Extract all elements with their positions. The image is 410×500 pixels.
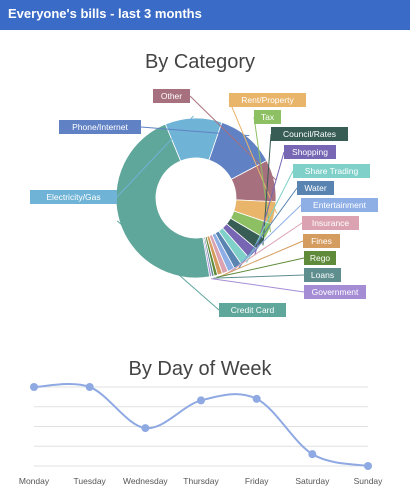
slice-credit-card [115,123,211,279]
leader-line-tax [253,116,272,233]
leader-line-insurance [225,222,303,275]
label-other: Other [161,91,182,101]
label-rent-property: Rent/Property [241,95,294,105]
point-saturday [308,450,317,459]
label-loans: Loans [311,270,334,280]
label-box-electricity-gas [30,190,117,204]
label-box-government [304,285,366,299]
label-share-trading: Share Trading [305,166,359,176]
label-fines: Fines [311,236,332,246]
label-box-loans [304,268,341,282]
point-thursday [197,396,205,405]
label-phone-internet: Phone/Internet [72,122,128,132]
leader-line-entertainment [231,204,302,272]
line-title: By Day of Week [128,358,272,380]
label-box-council-rates [271,127,348,141]
leader-line-phone-internet [140,126,250,137]
label-government: Government [312,287,359,297]
tick-monday: Monday [19,476,50,486]
label-box-credit-card [219,303,286,317]
label-water: Water [304,183,327,193]
label-box-insurance [302,216,359,230]
label-entertainment: Entertainment [313,200,367,210]
leader-line-fines [220,240,304,277]
point-sunday [364,462,372,470]
label-box-other [153,89,190,103]
leader-line-loans [213,274,305,279]
tick-saturday: Saturday [295,476,330,486]
tick-sunday: Sunday [354,476,384,486]
leader-line-water [238,187,298,269]
label-insurance: Insurance [312,218,350,228]
day-of-week-line-chart: By Day of Week Monday Tuesday Wednesday Thu… [19,358,384,486]
label-box-rego [304,251,336,265]
leader-line-rego [216,257,305,278]
label-box-phone-internet [59,120,141,134]
leader-line-other [189,95,277,181]
label-box-share-trading [293,164,370,178]
category-donut-chart: By Category Credit Card Electricity/Gas Ph… [30,51,378,317]
point-monday [30,383,38,391]
point-friday [252,394,261,403]
header-bar: Everyone's bills - last 3 months [0,0,410,30]
label-credit-card: Credit Card [231,305,275,315]
tick-tuesday: Tuesday [74,476,107,486]
tick-friday: Friday [245,476,269,486]
label-box-water [297,181,334,195]
tick-thursday: Thursday [183,476,219,486]
label-box-rent-property [229,93,306,107]
leader-line-government [211,278,305,293]
page-title: Everyone's bills - last 3 months [8,6,202,21]
label-box-shopping [284,145,336,159]
label-rego: Rego [310,253,331,263]
tick-wednesday: Wednesday [123,476,168,486]
point-tuesday [85,383,94,391]
label-box-fines [303,234,340,248]
label-box-tax [254,110,281,124]
series-line [33,382,369,467]
label-tax: Tax [261,112,275,122]
leader-line-rent-property [228,99,278,214]
leader-line-shopping [254,151,285,256]
label-council-rates: Council/Rates [283,129,336,139]
slice-government [202,236,213,278]
label-shopping: Shopping [292,147,328,157]
point-wednesday [141,424,150,433]
label-electricity-gas: Electricity/Gas [46,192,100,202]
leader-line-electricity-gas [116,115,194,198]
donut-title: By Category [145,51,255,73]
label-box-entertainment [301,198,378,212]
leader-line-credit-card [116,220,220,311]
